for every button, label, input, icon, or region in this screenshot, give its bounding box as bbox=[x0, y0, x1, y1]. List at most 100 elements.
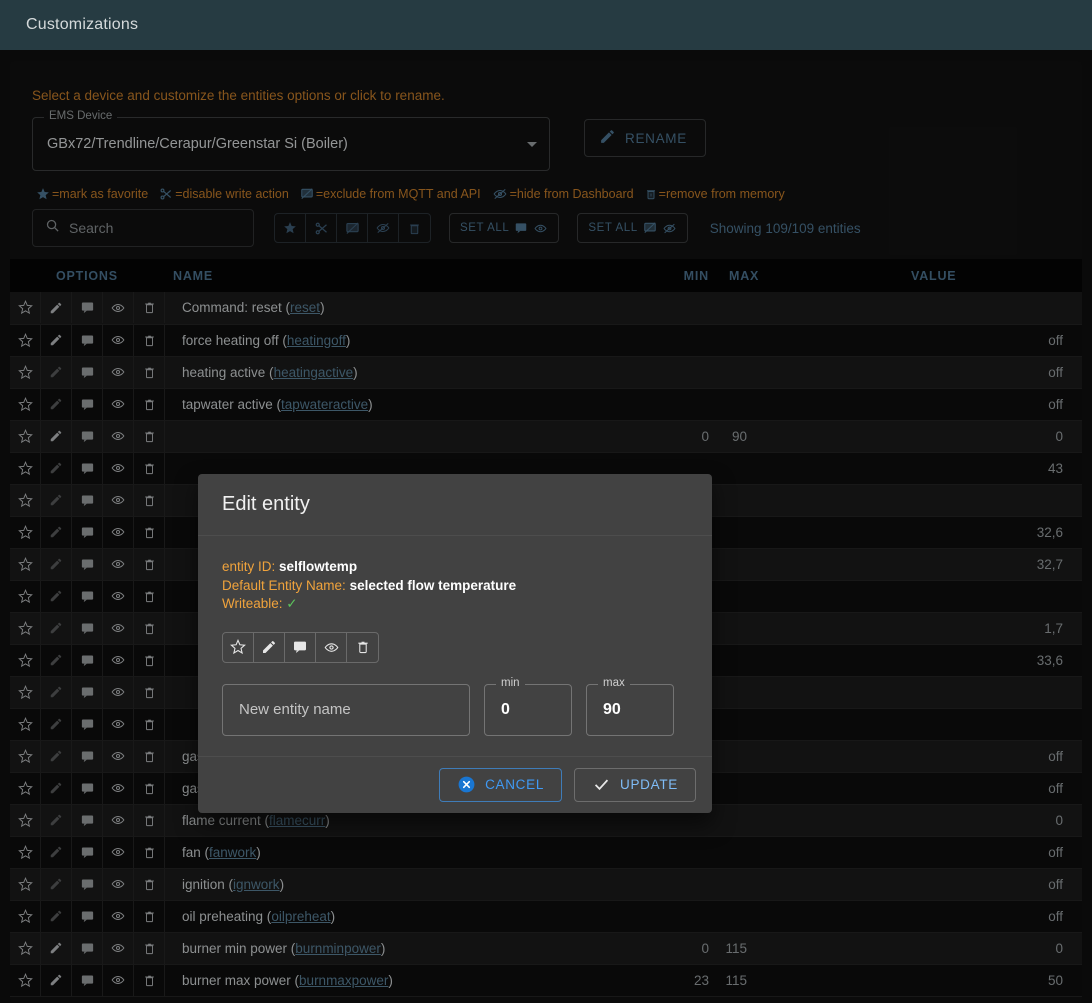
row-hide-dashboard-button[interactable] bbox=[103, 772, 134, 804]
row-entity-id-link[interactable]: heatingoff bbox=[286, 332, 346, 348]
row-remove-memory-button[interactable] bbox=[134, 900, 165, 932]
row-rename-button[interactable] bbox=[41, 868, 72, 900]
row-favorite-button[interactable] bbox=[10, 868, 41, 900]
row-remove-memory-button[interactable] bbox=[134, 772, 165, 804]
row-exclude-mqtt-button[interactable] bbox=[72, 548, 103, 580]
row-rename-button[interactable] bbox=[41, 644, 72, 676]
row-rename-button[interactable] bbox=[41, 580, 72, 612]
row-remove-memory-button[interactable] bbox=[134, 612, 165, 644]
row-rename-button[interactable] bbox=[41, 388, 72, 420]
row-favorite-button[interactable] bbox=[10, 388, 41, 420]
min-input[interactable]: min 0 bbox=[484, 676, 572, 736]
row-exclude-mqtt-button[interactable] bbox=[72, 484, 103, 516]
row-favorite-button[interactable] bbox=[10, 516, 41, 548]
row-rename-button[interactable] bbox=[41, 740, 72, 772]
row-rename-button[interactable] bbox=[41, 548, 72, 580]
row-favorite-button[interactable] bbox=[10, 452, 41, 484]
row-favorite-button[interactable] bbox=[10, 836, 41, 868]
row-hide-dashboard-button[interactable] bbox=[103, 516, 134, 548]
row-hide-dashboard-button[interactable] bbox=[103, 580, 134, 612]
row-exclude-mqtt-button[interactable] bbox=[72, 836, 103, 868]
filter-hide-dashboard-button[interactable] bbox=[368, 214, 399, 242]
row-favorite-button[interactable] bbox=[10, 484, 41, 516]
column-header-value[interactable]: VALUE bbox=[799, 259, 1082, 292]
cancel-button[interactable]: CANCEL bbox=[439, 767, 563, 802]
row-rename-button[interactable] bbox=[41, 932, 72, 964]
chevron-down-icon[interactable] bbox=[527, 142, 537, 147]
rename-button[interactable]: RENAME bbox=[584, 119, 706, 157]
dialog-favorite-button[interactable] bbox=[223, 632, 254, 662]
row-exclude-mqtt-button[interactable] bbox=[72, 356, 103, 388]
filter-remove-memory-button[interactable] bbox=[399, 214, 430, 242]
row-remove-memory-button[interactable] bbox=[134, 868, 165, 900]
row-favorite-button[interactable] bbox=[10, 612, 41, 644]
row-hide-dashboard-button[interactable] bbox=[103, 548, 134, 580]
row-entity-id-link[interactable]: burnmaxpower bbox=[299, 972, 389, 988]
table-row[interactable]: force heating off (heatingoff) off bbox=[10, 324, 1082, 357]
row-hide-dashboard-button[interactable] bbox=[103, 932, 134, 964]
row-exclude-mqtt-button[interactable] bbox=[72, 612, 103, 644]
ems-device-select[interactable]: EMS Device GBx72/Trendline/Cerapur/Green… bbox=[32, 110, 550, 171]
row-favorite-button[interactable] bbox=[10, 708, 41, 740]
row-rename-button[interactable] bbox=[41, 964, 72, 996]
new-entity-name-input[interactable]: New entity name bbox=[222, 683, 470, 736]
row-remove-memory-button[interactable] bbox=[134, 420, 165, 452]
row-hide-dashboard-button[interactable] bbox=[103, 324, 134, 356]
row-exclude-mqtt-button[interactable] bbox=[72, 452, 103, 484]
dialog-hide-dashboard-button[interactable] bbox=[316, 632, 347, 662]
row-exclude-mqtt-button[interactable] bbox=[72, 804, 103, 836]
table-row[interactable]: burner min power (burnminpower) 0 115 0 bbox=[10, 932, 1082, 965]
row-hide-dashboard-button[interactable] bbox=[103, 836, 134, 868]
update-button[interactable]: UPDATE bbox=[574, 767, 696, 802]
row-favorite-button[interactable] bbox=[10, 324, 41, 356]
row-entity-id-link[interactable]: ignwork bbox=[233, 876, 280, 892]
row-exclude-mqtt-button[interactable] bbox=[72, 932, 103, 964]
row-exclude-mqtt-button[interactable] bbox=[72, 292, 103, 324]
row-hide-dashboard-button[interactable] bbox=[103, 804, 134, 836]
row-remove-memory-button[interactable] bbox=[134, 644, 165, 676]
column-header-options[interactable]: OPTIONS bbox=[10, 259, 173, 292]
table-row[interactable]: fan (fanwork) off bbox=[10, 836, 1082, 869]
row-hide-dashboard-button[interactable] bbox=[103, 740, 134, 772]
row-exclude-mqtt-button[interactable] bbox=[72, 420, 103, 452]
filter-disable-write-button[interactable] bbox=[306, 214, 337, 242]
set-all-hide-button[interactable]: SET ALL bbox=[577, 213, 688, 243]
row-rename-button[interactable] bbox=[41, 804, 72, 836]
row-hide-dashboard-button[interactable] bbox=[103, 676, 134, 708]
row-remove-memory-button[interactable] bbox=[134, 388, 165, 420]
table-row[interactable]: oil preheating (oilpreheat) off bbox=[10, 900, 1082, 933]
row-entity-id-link[interactable]: heatingactive bbox=[273, 364, 354, 380]
table-row[interactable]: ignition (ignwork) off bbox=[10, 868, 1082, 901]
row-exclude-mqtt-button[interactable] bbox=[72, 868, 103, 900]
row-hide-dashboard-button[interactable] bbox=[103, 900, 134, 932]
table-row[interactable]: 0 90 0 bbox=[10, 420, 1082, 453]
row-hide-dashboard-button[interactable] bbox=[103, 484, 134, 516]
column-header-min[interactable]: MIN bbox=[635, 259, 717, 292]
row-exclude-mqtt-button[interactable] bbox=[72, 324, 103, 356]
set-all-show-button[interactable]: SET ALL bbox=[449, 213, 560, 243]
row-rename-button[interactable] bbox=[41, 612, 72, 644]
row-remove-memory-button[interactable] bbox=[134, 580, 165, 612]
row-hide-dashboard-button[interactable] bbox=[103, 292, 134, 324]
row-entity-id-link[interactable]: oilpreheat bbox=[271, 908, 331, 924]
row-remove-memory-button[interactable] bbox=[134, 740, 165, 772]
row-entity-id-link[interactable]: flamecurr bbox=[269, 812, 326, 828]
row-entity-id-link[interactable]: tapwateractive bbox=[281, 396, 369, 412]
dialog-exclude-mqtt-button[interactable] bbox=[285, 632, 316, 662]
row-remove-memory-button[interactable] bbox=[134, 964, 165, 996]
row-rename-button[interactable] bbox=[41, 420, 72, 452]
row-favorite-button[interactable] bbox=[10, 580, 41, 612]
row-hide-dashboard-button[interactable] bbox=[103, 644, 134, 676]
row-remove-memory-button[interactable] bbox=[134, 484, 165, 516]
row-favorite-button[interactable] bbox=[10, 644, 41, 676]
row-favorite-button[interactable] bbox=[10, 932, 41, 964]
row-rename-button[interactable] bbox=[41, 772, 72, 804]
row-entity-id-link[interactable]: burnminpower bbox=[295, 940, 381, 956]
row-remove-memory-button[interactable] bbox=[134, 676, 165, 708]
dialog-rename-button[interactable] bbox=[254, 632, 285, 662]
row-favorite-button[interactable] bbox=[10, 804, 41, 836]
row-rename-button[interactable] bbox=[41, 484, 72, 516]
row-hide-dashboard-button[interactable] bbox=[103, 452, 134, 484]
table-row[interactable]: Command: reset (reset) bbox=[10, 292, 1082, 325]
row-rename-button[interactable] bbox=[41, 292, 72, 324]
